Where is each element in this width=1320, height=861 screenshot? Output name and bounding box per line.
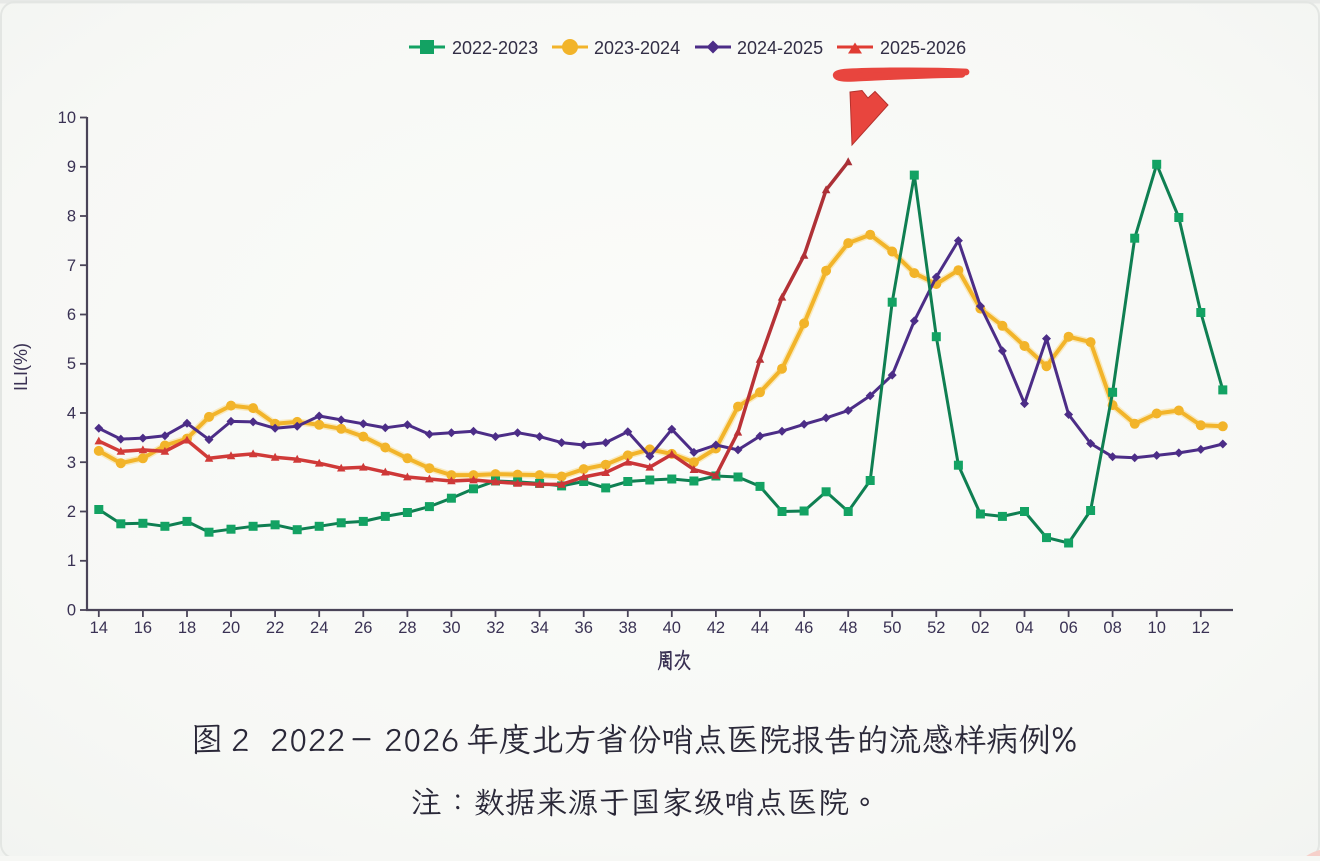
svg-text:2: 2: [67, 503, 76, 521]
svg-text:08: 08: [1103, 619, 1121, 637]
svg-text:42: 42: [707, 619, 725, 637]
svg-text:52: 52: [927, 619, 945, 637]
svg-text:5: 5: [67, 355, 76, 373]
svg-text:2022-2023: 2022-2023: [452, 38, 538, 58]
svg-text:50: 50: [883, 619, 901, 637]
svg-text:2025-2026: 2025-2026: [880, 38, 966, 58]
svg-text:46: 46: [795, 619, 813, 637]
svg-text:36: 36: [575, 619, 593, 637]
svg-text:24: 24: [310, 619, 328, 637]
svg-text:44: 44: [751, 619, 769, 637]
svg-text:2024-2025: 2024-2025: [737, 38, 823, 58]
svg-text:7: 7: [67, 257, 76, 275]
svg-text:34: 34: [530, 619, 548, 637]
svg-text:1: 1: [67, 552, 76, 570]
svg-text:16: 16: [134, 619, 152, 637]
svg-text:38: 38: [619, 619, 637, 637]
svg-text:32: 32: [486, 619, 504, 637]
svg-text:6: 6: [67, 306, 76, 324]
svg-text:4: 4: [67, 405, 76, 423]
svg-text:10: 10: [58, 109, 76, 127]
svg-text:04: 04: [1015, 619, 1033, 637]
svg-text:0: 0: [67, 602, 76, 620]
svg-text:9: 9: [67, 158, 76, 176]
svg-text:18: 18: [178, 619, 196, 637]
svg-text:40: 40: [663, 619, 681, 637]
svg-text:30: 30: [442, 619, 460, 637]
svg-text:48: 48: [839, 619, 857, 637]
svg-text:28: 28: [398, 619, 416, 637]
svg-text:22: 22: [266, 619, 284, 637]
svg-text:3: 3: [67, 454, 76, 472]
svg-text:06: 06: [1059, 619, 1077, 637]
svg-text:26: 26: [354, 619, 372, 637]
svg-text:ILI(%): ILI(%): [11, 343, 31, 391]
svg-text:14: 14: [90, 619, 108, 637]
svg-text:2023-2024: 2023-2024: [594, 38, 680, 58]
svg-text:10: 10: [1148, 619, 1166, 637]
svg-text:12: 12: [1192, 619, 1210, 637]
svg-text:02: 02: [971, 619, 989, 637]
svg-text:20: 20: [222, 619, 240, 637]
svg-text:8: 8: [67, 208, 76, 226]
